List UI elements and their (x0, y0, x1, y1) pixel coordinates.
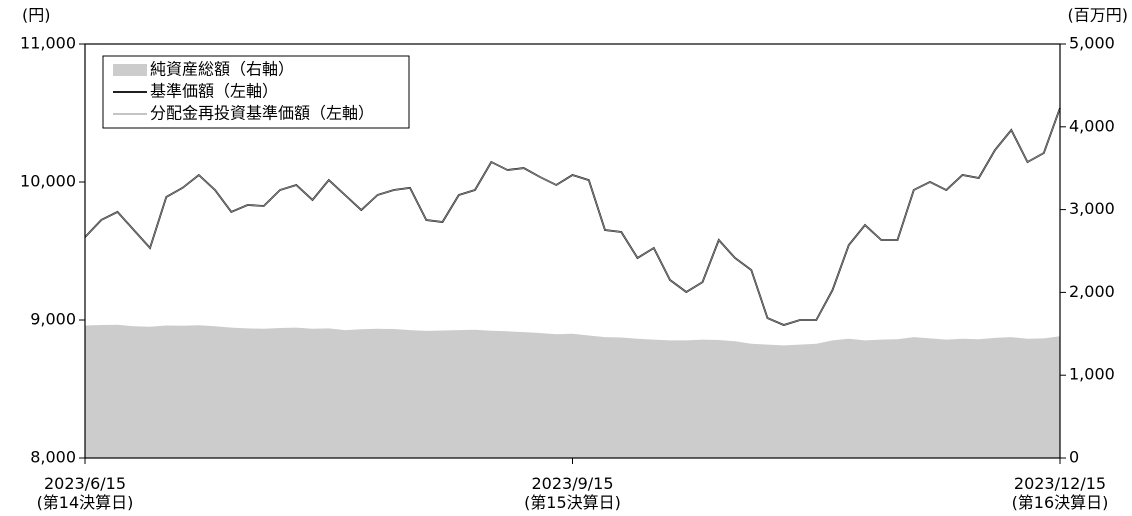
y2-tick-label: 5,000 (1069, 34, 1115, 53)
y2-tick-label: 4,000 (1069, 116, 1115, 135)
x-tick-label: 2023/6/15 (第14決算日) (36, 474, 134, 512)
legend-label: 基準価額（左軸） (150, 82, 278, 101)
y-axis-label: (円) (22, 6, 51, 25)
line (84, 107, 1061, 326)
legend-swatch (113, 64, 147, 76)
y2-tick-label: 2,000 (1069, 282, 1115, 301)
y2-tick-label: 0 (1069, 448, 1079, 467)
y-tick-label: 8,000 (30, 448, 76, 467)
legend-label: 分配金再投資基準価額（左軸） (150, 104, 374, 123)
y2-tick-label: 1,000 (1069, 365, 1115, 384)
legend-box (102, 55, 410, 129)
x-tick-label: 2023/9/15 (第15決算日) (524, 474, 621, 512)
y2-axis-label: (百万円) (1068, 6, 1129, 25)
line (84, 107, 1061, 326)
x-tick-label: 2023/12/15 (第16決算日) (1011, 474, 1109, 512)
y-tick-label: 11,000 (20, 34, 76, 53)
y2-tick-label: 3,000 (1069, 199, 1115, 218)
legend: 純資産総額（右軸） 基準価額（左軸） 分配金再投資基準価額（左軸） (102, 55, 410, 129)
area (85, 324, 1060, 458)
y-tick-label: 10,000 (20, 172, 76, 191)
y-tick-label: 9,000 (30, 310, 76, 329)
legend-label: 純資産総額（右軸） (150, 60, 294, 79)
